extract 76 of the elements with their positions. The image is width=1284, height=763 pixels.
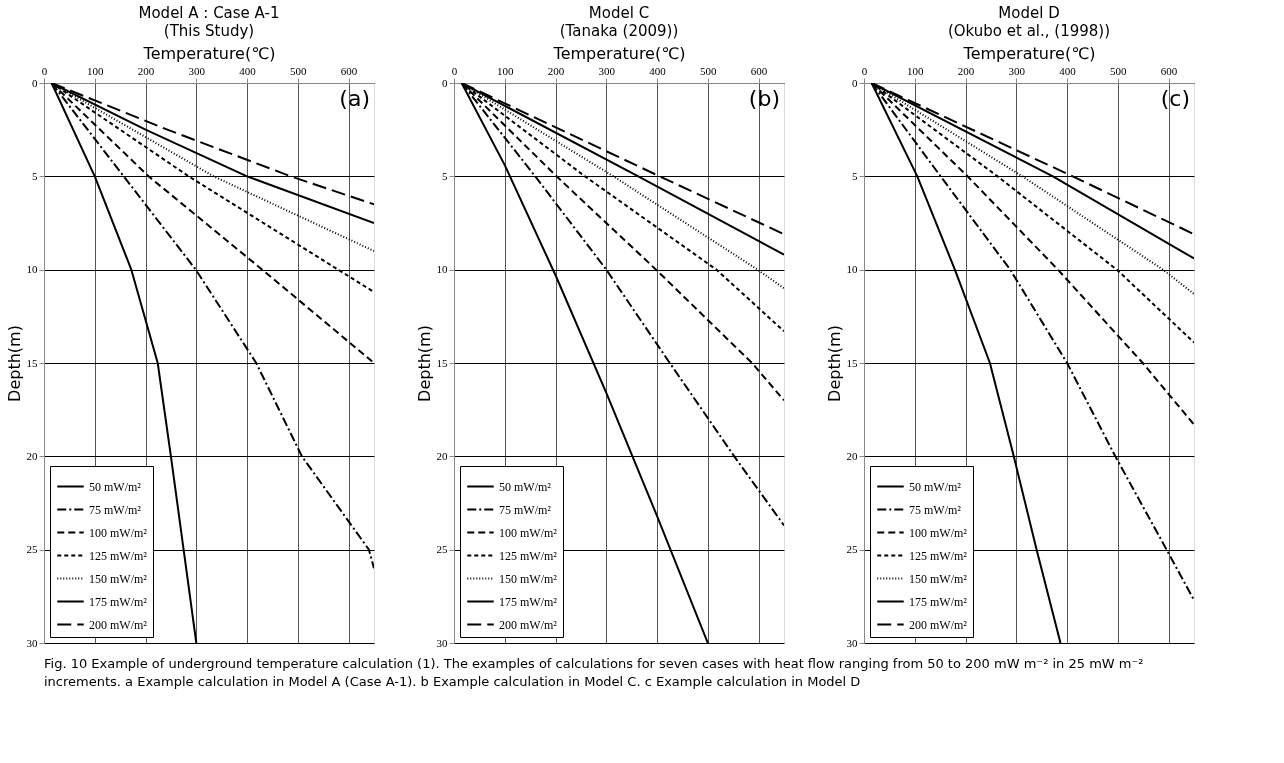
- legend-label: 125 mW/m²: [909, 548, 968, 563]
- legend-label: 100 mW/m²: [89, 525, 148, 540]
- y-tick-label: 0: [852, 76, 858, 89]
- y-tick-label: 0: [32, 76, 38, 89]
- x-tick-label: 400: [1059, 64, 1077, 77]
- x-tick-label: 600: [750, 64, 768, 77]
- legend-label: 75 mW/m²: [499, 502, 552, 517]
- y-axis-title: Depth(m): [824, 325, 844, 402]
- x-tick-label: 400: [649, 64, 667, 77]
- legend-label: 200 mW/m²: [909, 617, 968, 632]
- x-tick-label: 200: [137, 64, 155, 77]
- x-axis-title: Temperature(℃): [552, 43, 686, 63]
- y-tick-label: 25: [846, 543, 858, 556]
- y-tick-label: 15: [436, 356, 448, 369]
- y-tick-label: 15: [846, 356, 858, 369]
- legend-label: 175 mW/m²: [89, 594, 148, 609]
- legend-label: 125 mW/m²: [499, 548, 558, 563]
- x-tick-label: 200: [547, 64, 565, 77]
- x-tick-label: 300: [598, 64, 616, 77]
- legend-label: 175 mW/m²: [909, 594, 968, 609]
- x-tick-label: 400: [239, 64, 257, 77]
- legend-label: 150 mW/m²: [499, 571, 558, 586]
- legend-label: 175 mW/m²: [499, 594, 558, 609]
- legend-label: 75 mW/m²: [909, 502, 962, 517]
- y-tick-label: 20: [26, 449, 38, 462]
- y-tick-label: 25: [436, 543, 448, 556]
- x-tick-label: 500: [700, 64, 718, 77]
- legend-label: 200 mW/m²: [499, 617, 558, 632]
- x-tick-label: 300: [1008, 64, 1026, 77]
- y-axis-title: Depth(m): [414, 325, 434, 402]
- y-tick-label: 30: [26, 636, 38, 649]
- y-tick-label: 5: [32, 169, 38, 182]
- y-tick-label: 30: [846, 636, 858, 649]
- y-tick-label: 5: [442, 169, 448, 182]
- chart-subtitle: (Tanaka (2009)): [559, 22, 679, 40]
- x-tick-label: 0: [451, 64, 458, 77]
- x-tick-label: 600: [1160, 64, 1178, 77]
- x-axis-title: Temperature(℃): [962, 43, 1096, 63]
- legend-label: 50 mW/m²: [909, 479, 962, 494]
- y-tick-label: 15: [26, 356, 38, 369]
- chart-title: Model A : Case A-1: [138, 4, 280, 22]
- y-tick-label: 10: [26, 263, 38, 276]
- y-axis-title: Depth(m): [4, 325, 24, 402]
- chart-subtitle: (This Study): [163, 22, 255, 40]
- x-tick-label: 300: [188, 64, 206, 77]
- x-tick-label: 200: [957, 64, 975, 77]
- legend-label: 150 mW/m²: [89, 571, 148, 586]
- x-tick-label: 100: [907, 64, 925, 77]
- legend-label: 50 mW/m²: [499, 479, 552, 494]
- legend-label: 100 mW/m²: [499, 525, 558, 540]
- legend-label: 100 mW/m²: [909, 525, 968, 540]
- chart-title: Model D: [998, 4, 1060, 22]
- y-tick-label: 25: [26, 543, 38, 556]
- y-tick-label: 10: [846, 263, 858, 276]
- caption: Fig. 10 Example of underground temperature calculation (1). The examples of calculations for seven cases with heat flow ranging from 50 to 200 mW m⁻² in 25 mW m⁻² increments. a Example calculation in Model A (Case A-1). b Example calculation in Model C. c Example calculation in Model D: [44, 656, 1144, 689]
- x-tick-label: 100: [497, 64, 515, 77]
- x-tick-label: 600: [340, 64, 358, 77]
- x-tick-label: 0: [41, 64, 48, 77]
- legend-label: 125 mW/m²: [89, 548, 148, 563]
- y-tick-label: 5: [852, 169, 858, 182]
- y-tick-label: 20: [846, 449, 858, 462]
- x-tick-label: 500: [290, 64, 308, 77]
- legend-label: 150 mW/m²: [909, 571, 968, 586]
- legend-label: 75 mW/m²: [89, 502, 142, 517]
- x-tick-label: 0: [861, 64, 868, 77]
- chart-title: Model C: [588, 4, 650, 22]
- legend-label: 200 mW/m²: [89, 617, 148, 632]
- y-tick-label: 30: [436, 636, 448, 649]
- y-tick-label: 20: [436, 449, 448, 462]
- legend-label: 50 mW/m²: [89, 479, 142, 494]
- y-tick-label: 0: [442, 76, 448, 89]
- chart-subtitle: (Okubo et al., (1998)): [947, 22, 1111, 40]
- x-axis-title: Temperature(℃): [142, 43, 276, 63]
- x-tick-label: 100: [87, 64, 105, 77]
- y-tick-label: 10: [436, 263, 448, 276]
- x-tick-label: 500: [1110, 64, 1128, 77]
